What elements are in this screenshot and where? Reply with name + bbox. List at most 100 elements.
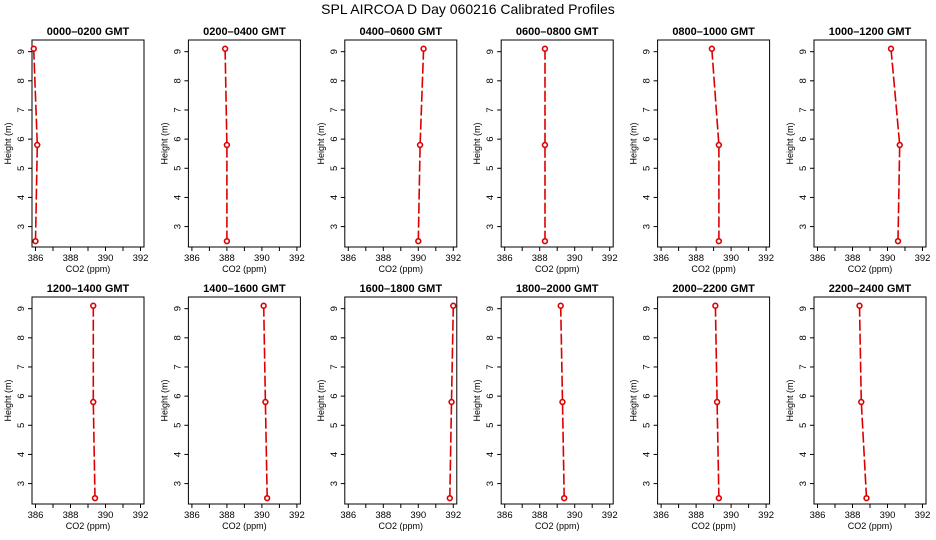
y-tick-label: 8	[798, 78, 809, 83]
data-point	[541, 45, 549, 52]
y-tick-label: 6	[798, 136, 809, 141]
plot-frame	[344, 39, 458, 248]
plot-frame	[187, 296, 301, 505]
data-point	[715, 141, 723, 149]
y-tick-label: 6	[485, 393, 496, 398]
data-point	[863, 494, 870, 502]
data-point	[91, 494, 99, 502]
y-tick-label: 3	[642, 224, 653, 229]
x-tick-label: 386	[653, 510, 669, 521]
x-tick-label: 390	[254, 510, 270, 521]
plot-frame	[500, 296, 614, 505]
y-tick-label: 6	[16, 136, 27, 141]
y-tick-label: 8	[642, 335, 653, 340]
x-axis-label: CO2 (ppm)	[379, 521, 424, 531]
panel-title: 1000–1200 GMT	[829, 26, 912, 38]
data-point	[856, 302, 863, 309]
x-tick-label: 392	[758, 253, 774, 264]
data-point	[557, 302, 564, 309]
y-tick-label: 4	[329, 195, 340, 200]
data-point	[446, 494, 453, 502]
data-point	[415, 237, 422, 245]
x-tick-label: 386	[497, 253, 513, 264]
y-tick-label: 3	[485, 224, 496, 229]
panel-title: 1200–1400 GMT	[47, 283, 130, 295]
y-tick-label: 7	[798, 107, 809, 112]
x-tick-label: 390	[880, 253, 896, 264]
y-tick-label: 7	[329, 364, 340, 369]
data-point	[260, 302, 267, 309]
panel-title: 0400–0600 GMT	[360, 26, 443, 38]
x-tick-label: 388	[532, 253, 548, 264]
y-tick-label: 4	[485, 195, 496, 200]
panel-title: 0800–1000 GMT	[672, 26, 755, 38]
y-tick-label: 9	[329, 49, 340, 54]
x-tick-label: 388	[688, 510, 704, 521]
data-point	[708, 45, 716, 52]
x-tick-label: 392	[602, 510, 618, 521]
data-point	[90, 302, 97, 309]
profile-line	[858, 305, 868, 499]
x-tick-label: 388	[845, 510, 861, 521]
y-axis-label: Height (m)	[629, 379, 639, 421]
y-tick-label: 5	[485, 423, 496, 428]
y-tick-label: 7	[16, 364, 27, 369]
y-tick-label: 8	[485, 335, 496, 340]
y-tick-label: 7	[172, 364, 183, 369]
y-tick-label: 9	[798, 306, 809, 311]
x-tick-label: 386	[184, 510, 200, 521]
data-point	[715, 494, 723, 502]
y-tick-label: 5	[16, 423, 27, 428]
profile-line	[711, 48, 720, 242]
y-tick-label: 8	[329, 335, 340, 340]
y-tick-label: 7	[642, 364, 653, 369]
y-tick-label: 8	[16, 78, 27, 83]
x-tick-label: 392	[915, 510, 931, 521]
y-tick-label: 6	[329, 136, 340, 141]
profile-line	[449, 305, 455, 499]
y-tick-label: 6	[485, 136, 496, 141]
data-point	[416, 141, 424, 149]
x-tick-label: 386	[497, 510, 513, 521]
plot-frame	[813, 39, 927, 248]
profile-line	[32, 48, 39, 242]
data-point	[262, 398, 269, 406]
x-tick-label: 390	[410, 510, 426, 521]
x-axis-label: CO2 (ppm)	[222, 264, 267, 274]
profile-line	[714, 305, 720, 499]
y-tick-label: 3	[485, 481, 496, 486]
y-axis-label: Height (m)	[472, 122, 482, 164]
y-axis-label: Height (m)	[3, 379, 13, 421]
y-axis-label: Height (m)	[316, 122, 326, 164]
x-axis-label: CO2 (ppm)	[222, 521, 267, 531]
data-point	[223, 237, 231, 245]
x-tick-label: 392	[133, 253, 149, 264]
x-tick-label: 390	[880, 510, 896, 521]
y-tick-label: 8	[16, 335, 27, 340]
profile-line	[92, 305, 96, 499]
x-tick-label: 390	[567, 253, 583, 264]
y-tick-label: 5	[172, 423, 183, 428]
data-point	[712, 302, 719, 309]
chart-panel: 1400–1600 GMT 386 388 390 392 3 4 5 6 7 8 9 CO2 (ppm…	[159, 283, 304, 531]
panel-title: 1800–2000 GMT	[516, 283, 599, 295]
x-axis-label: CO2 (ppm)	[535, 264, 580, 274]
y-tick-label: 5	[485, 166, 496, 171]
x-axis-label: CO2 (ppm)	[66, 264, 111, 274]
y-tick-label: 9	[172, 49, 183, 54]
x-tick-label: 388	[375, 510, 391, 521]
plot-frame	[500, 39, 614, 248]
y-tick-label: 8	[172, 335, 183, 340]
x-tick-label: 388	[532, 510, 548, 521]
chart-panel: 0600–0800 GMT 386 388 390 392 3 4 5 6 7 8 9 CO2 (ppm…	[472, 26, 617, 274]
x-tick-label: 392	[915, 253, 931, 264]
data-point	[30, 45, 37, 52]
y-tick-label: 6	[642, 136, 653, 141]
data-point	[896, 141, 903, 149]
chart-panel: 1200–1400 GMT 386 388 390 392 3 4 5 6 7 8 9 CO2 (ppm…	[3, 283, 148, 531]
x-axis-label: CO2 (ppm)	[848, 264, 893, 274]
y-tick-label: 5	[798, 423, 809, 428]
y-tick-label: 5	[329, 423, 340, 428]
y-tick-label: 3	[329, 224, 340, 229]
